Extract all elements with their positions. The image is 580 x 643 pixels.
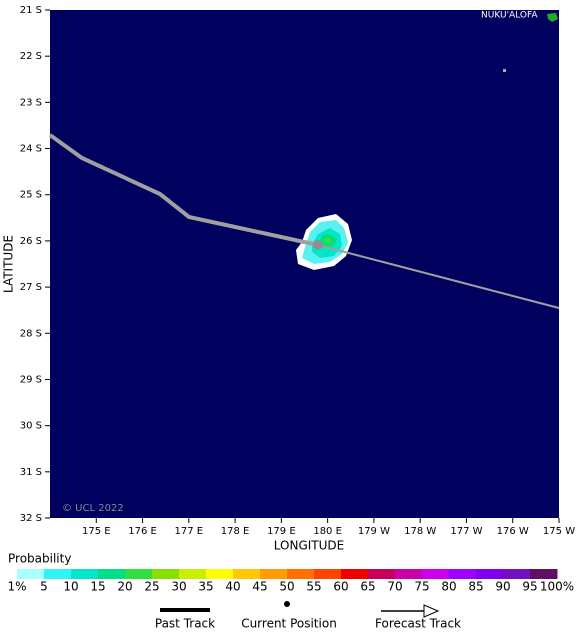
lon-tick-label: 180 E: [313, 526, 342, 537]
colorbar-label: 55: [306, 580, 321, 594]
lon-tick-label: 175 E: [82, 526, 111, 537]
colorbar-segment: [44, 569, 72, 579]
lon-tick-label: 177 E: [175, 526, 204, 537]
colorbar-label: 90: [495, 580, 510, 594]
colorbar-segment: [503, 569, 531, 579]
colorbar-label: 60: [333, 580, 348, 594]
lat-tick-label: 27 S: [20, 282, 42, 293]
colorbar-segment: [152, 569, 180, 579]
x-axis-label: LONGITUDE: [274, 539, 344, 553]
colorbar-segment: [449, 569, 477, 579]
colorbar-title: Probability: [8, 552, 71, 566]
colorbar-segment: [395, 569, 423, 579]
lat-tick-label: 28 S: [20, 328, 42, 339]
colorbar-segment: [476, 569, 504, 579]
colorbar-segment: [17, 569, 45, 579]
current-position: [313, 240, 323, 250]
colorbar-label: 35: [198, 580, 213, 594]
lon-tick-label: 176 E: [128, 526, 157, 537]
legend-past-track: Past Track: [155, 617, 215, 631]
colorbar-segment: [287, 569, 315, 579]
lat-tick-label: 26 S: [20, 236, 42, 247]
forecast-track: [317, 244, 560, 309]
colorbar-label: 80: [441, 580, 456, 594]
colorbar-label: 30: [171, 580, 186, 594]
colorbar-segment: [314, 569, 342, 579]
lon-tick-label: 179 W: [358, 526, 390, 537]
colorbar-label: 75: [414, 580, 429, 594]
lon-tick-label: 178 E: [221, 526, 250, 537]
island: [503, 69, 506, 72]
colorbar-label: 95: [522, 580, 537, 594]
colorbar-segment: [530, 569, 558, 579]
y-axis-label: LATITUDE: [2, 235, 16, 293]
colorbar-segment: [125, 569, 153, 579]
colorbar-label: 85: [468, 580, 483, 594]
lon-tick-label: 179 E: [267, 526, 296, 537]
lon-tick-label: 176 W: [497, 526, 529, 537]
forecast-arrow: [423, 604, 440, 618]
lat-tick-label: 21 S: [20, 5, 42, 16]
colorbar-label: 100%: [540, 580, 574, 594]
lat-tick-label: 24 S: [20, 144, 42, 155]
lon-tick-label: 177 W: [450, 526, 482, 537]
colorbar-label: 70: [387, 580, 402, 594]
lat-tick-label: 32 S: [20, 513, 42, 524]
colorbar-label: 45: [252, 580, 267, 594]
lon-tick-label: 175 W: [543, 526, 575, 537]
colorbar-segment: [233, 569, 261, 579]
legend-current-position: Current Position: [241, 617, 337, 631]
lat-tick-label: 22 S: [20, 51, 42, 62]
lat-tick-label: 29 S: [20, 374, 42, 385]
lat-tick-label: 30 S: [20, 421, 42, 432]
legend-forecast-track: Forecast Track: [375, 617, 461, 631]
colorbar-label: 20: [117, 580, 132, 594]
colorbar-segment: [368, 569, 396, 579]
colorbar-segment: [98, 569, 126, 579]
colorbar-label: 15: [90, 580, 105, 594]
probability-blob: [296, 214, 352, 270]
colorbar-segment: [260, 569, 288, 579]
colorbar-segment: [341, 569, 369, 579]
current-position-icon: [284, 601, 290, 607]
lon-tick-label: 178 W: [404, 526, 436, 537]
colorbar-label: 65: [360, 580, 375, 594]
colorbar-label: 10: [63, 580, 78, 594]
colorbar-label: 25: [144, 580, 159, 594]
colorbar-label: 5: [40, 580, 48, 594]
past-track: [48, 133, 319, 247]
place-label: NUKU'ALOFA: [481, 11, 538, 21]
colorbar-segment: [71, 569, 99, 579]
lat-tick-label: 23 S: [20, 97, 42, 108]
colorbar-segment: [206, 569, 234, 579]
colorbar-label: 50: [279, 580, 294, 594]
colorbar-segment: [179, 569, 207, 579]
copyright: © UCL 2022: [62, 503, 124, 514]
colorbar-segment: [422, 569, 450, 579]
colorbar-label: 40: [225, 580, 240, 594]
colorbar-label: 1%: [7, 580, 26, 594]
island: [547, 13, 558, 22]
lat-tick-label: 31 S: [20, 467, 42, 478]
lat-tick-label: 25 S: [20, 190, 42, 201]
